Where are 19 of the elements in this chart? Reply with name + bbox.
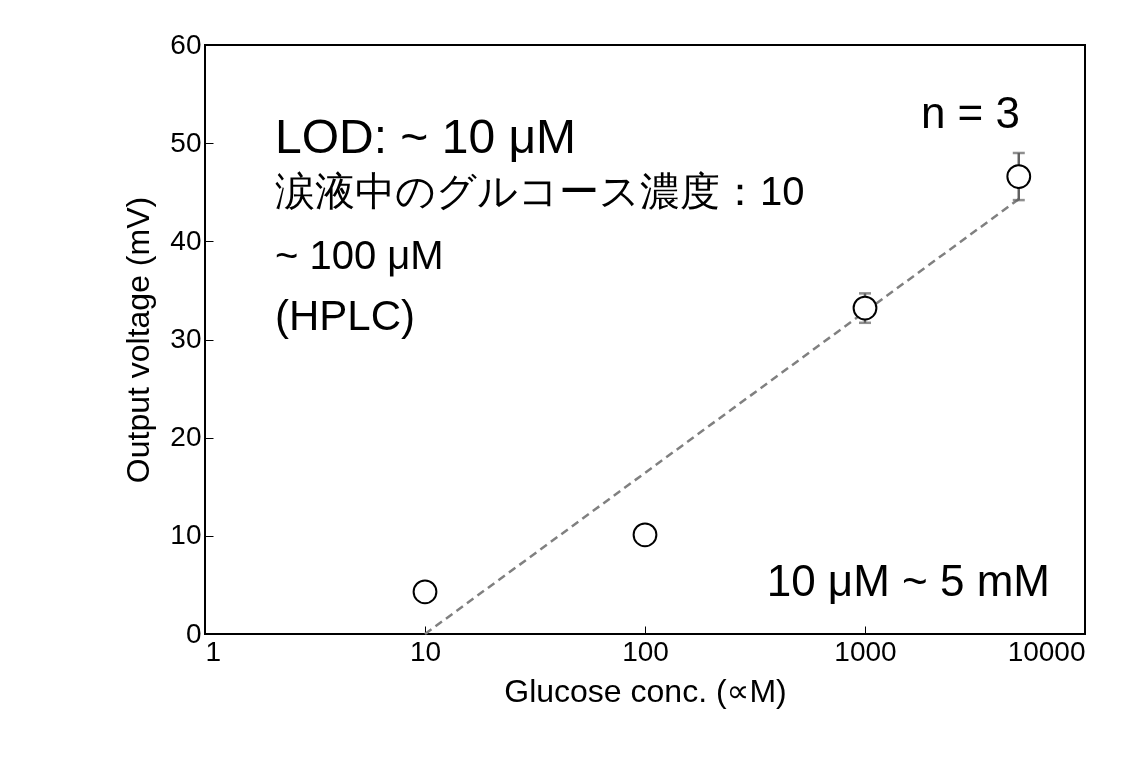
x-tick-label: 100 bbox=[622, 635, 669, 667]
x-tick-label: 10000 bbox=[1007, 635, 1086, 667]
y-tick-label: 30 bbox=[170, 323, 202, 354]
annotation: (HPLC) bbox=[275, 292, 416, 339]
x-tick-label: 1 bbox=[205, 635, 222, 667]
annotation: LOD: ~ 10 μM bbox=[275, 110, 577, 163]
annotation: 10 μM ~ 5 mM bbox=[766, 556, 1050, 605]
y-tick-label: 50 bbox=[170, 126, 202, 158]
y-tick-label: 60 bbox=[170, 28, 202, 60]
y-tick-label: 10 bbox=[170, 519, 202, 551]
y-tick-label: 20 bbox=[170, 421, 202, 453]
x-tick-label: 1000 bbox=[834, 635, 897, 667]
y-tick-label: 40 bbox=[170, 224, 202, 256]
x-tick-label: 10 bbox=[409, 635, 442, 667]
annotation: n = 3 bbox=[920, 88, 1020, 137]
y-tick-label: 0 bbox=[185, 617, 202, 649]
annotation: 涙液中のグルコース濃度：10 ~ 100 μM bbox=[275, 169, 805, 277]
x-axis-title: Glucose conc. (∝M) bbox=[504, 672, 787, 709]
y-axis-title: Output voltage (mV) bbox=[120, 196, 157, 484]
